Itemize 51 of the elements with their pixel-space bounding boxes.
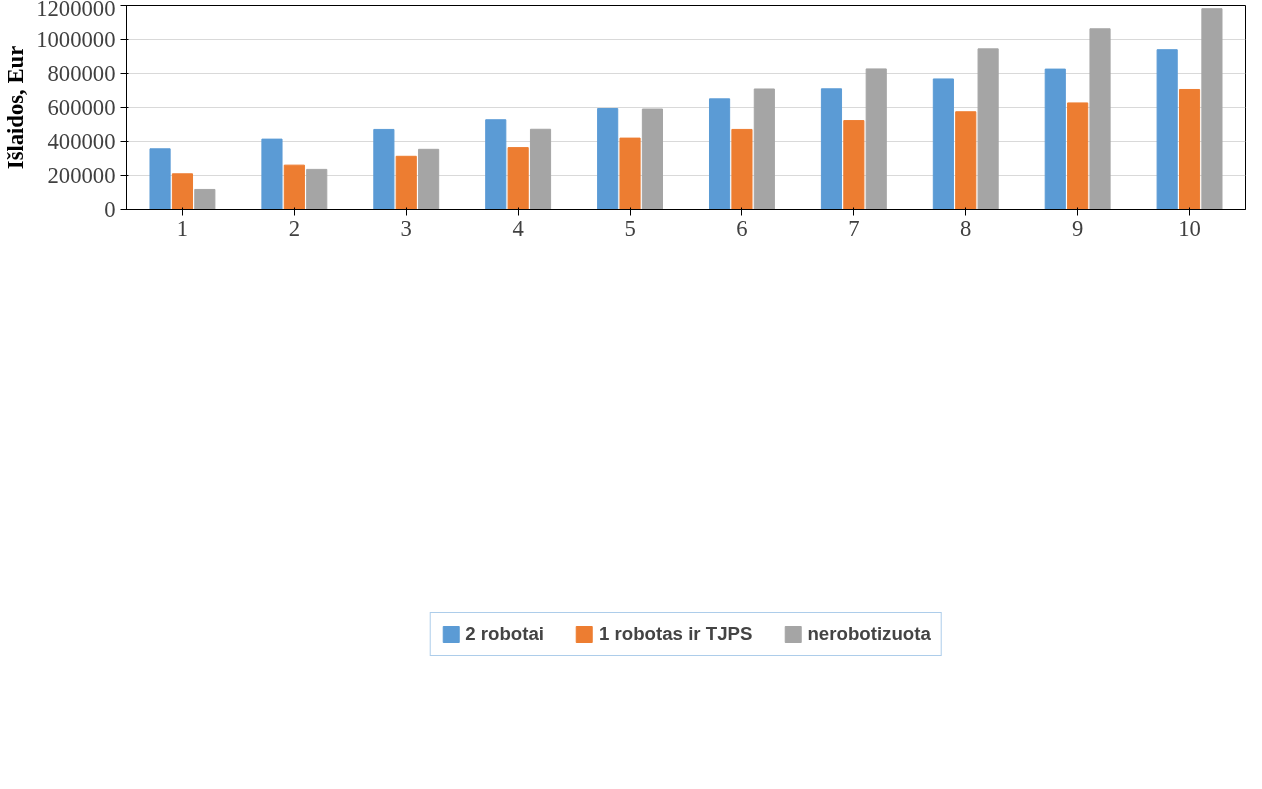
bar xyxy=(731,128,753,210)
y-tick-label: 0 xyxy=(104,197,116,222)
bar xyxy=(1178,88,1201,210)
bar xyxy=(977,48,999,210)
bar xyxy=(418,148,440,210)
bar xyxy=(306,168,328,210)
bar xyxy=(1044,68,1066,210)
x-tick-label: 6 xyxy=(736,215,748,241)
x-tick-label: 9 xyxy=(1071,215,1084,241)
bar xyxy=(283,164,305,210)
legend-label: 1 robotas ir TJPS xyxy=(599,622,753,645)
bar xyxy=(261,138,283,210)
bar xyxy=(171,173,194,210)
bar xyxy=(865,68,887,210)
bar xyxy=(753,88,775,210)
bar xyxy=(709,98,731,210)
y-tick-label: 1000000 xyxy=(36,27,116,52)
legend-label: nerobotizuota xyxy=(807,622,931,645)
y-tick-label: 600000 xyxy=(47,95,116,120)
bar xyxy=(597,108,619,210)
bar xyxy=(1067,102,1089,210)
x-tick-label: 2 xyxy=(288,215,301,241)
bar xyxy=(619,137,641,210)
bar xyxy=(485,119,507,210)
bar xyxy=(955,111,977,210)
x-tick-label: 5 xyxy=(624,215,636,241)
bar xyxy=(1201,8,1223,210)
y-axis-title: Išlaidos, Eur xyxy=(3,45,29,170)
legend-label: 2 robotai xyxy=(465,622,544,645)
y-tick-label: 800000 xyxy=(47,61,116,86)
bar xyxy=(1089,28,1111,210)
bar xyxy=(194,188,216,210)
bar xyxy=(395,155,417,210)
bar xyxy=(843,120,865,210)
x-tick-label: 7 xyxy=(848,215,860,241)
x-tick-label: 3 xyxy=(400,215,412,241)
x-tick-label: 10 xyxy=(1178,215,1201,241)
bar xyxy=(932,78,954,210)
bar xyxy=(641,108,663,210)
x-tick-label: 1 xyxy=(176,215,189,241)
y-tick-label: 400000 xyxy=(47,129,116,154)
bar xyxy=(507,147,529,210)
y-tick-label: 200000 xyxy=(47,163,116,188)
bar xyxy=(373,128,395,210)
x-tick-label: 4 xyxy=(512,215,524,241)
x-tick-label: 8 xyxy=(960,215,972,241)
bar xyxy=(820,88,843,210)
bar xyxy=(149,148,171,210)
bar xyxy=(1156,49,1178,210)
bar xyxy=(529,128,552,210)
y-tick-label: 1200000 xyxy=(36,0,116,21)
